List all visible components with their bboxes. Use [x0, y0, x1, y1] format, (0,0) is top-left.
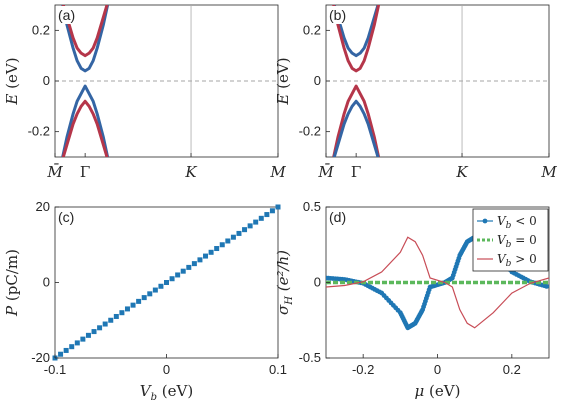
x-tick-label: Γ — [351, 163, 361, 181]
data-point — [69, 344, 75, 350]
panel-3: Vb < 0 Vb = 0 Vb > 0 -0.2 0 0.2 0.5 0 -0.5 μ (eV)… — [274, 199, 550, 400]
data-point — [236, 230, 242, 236]
data-point — [158, 283, 164, 289]
panel-label: (d) — [329, 209, 346, 225]
data-point — [253, 219, 259, 225]
data-point — [113, 313, 119, 319]
x-tick-label: M — [269, 163, 286, 181]
panel-label-bg — [327, 208, 355, 226]
data-point — [544, 283, 549, 289]
data-point — [80, 336, 86, 342]
data-point — [102, 321, 108, 327]
data-point — [169, 276, 175, 282]
data-point — [247, 223, 253, 229]
y-tick-label: 0 — [314, 275, 321, 290]
data-point — [147, 291, 153, 297]
data-point — [136, 298, 142, 304]
panel-1: M̄ Γ K M 0.2 0 -0.2 E (eV) (b) — [274, 4, 557, 181]
x-axis-label: μ (eV) — [415, 382, 461, 400]
data-point — [225, 238, 231, 244]
x-tick-label: 0 — [434, 362, 441, 377]
x-axis-label: Vb (eV) — [140, 382, 193, 403]
series-line — [326, 236, 549, 329]
panel-label: (b) — [329, 7, 346, 23]
y-tick-label: 0.2 — [303, 22, 321, 37]
panel-label-bg — [56, 6, 84, 24]
data-point — [214, 246, 220, 252]
band-line — [61, 5, 109, 58]
data-point — [85, 332, 91, 338]
data-point — [269, 208, 275, 214]
data-point — [141, 295, 147, 301]
data-point — [97, 325, 103, 331]
y-tick-label: -0.5 — [299, 350, 321, 365]
x-tick-label: M̄ — [46, 163, 63, 181]
data-point — [203, 253, 209, 259]
x-tick-label: M̄ — [317, 163, 334, 181]
band-line — [332, 84, 381, 157]
panel-label: (c) — [58, 209, 74, 225]
panel-label-bg — [56, 208, 84, 226]
y-tick-label: -20 — [31, 350, 50, 365]
x-tick-label: M — [540, 163, 557, 181]
data-point — [230, 234, 236, 240]
data-point — [119, 310, 125, 316]
data-point — [180, 268, 186, 274]
panel-label-bg — [327, 6, 355, 24]
y-axis-label: P (pC/m) — [3, 249, 21, 317]
data-point — [264, 212, 270, 218]
y-tick-label: 0.2 — [32, 22, 50, 37]
x-tick-label: -0.1 — [44, 362, 66, 377]
data-point — [208, 249, 214, 255]
y-tick-label: 0 — [43, 275, 50, 290]
y-tick-label: 0 — [43, 73, 50, 88]
x-tick-label: -0.2 — [352, 362, 374, 377]
data-point — [258, 215, 264, 221]
y-axis-label: E (eV) — [3, 57, 21, 105]
x-tick-label: K — [455, 163, 468, 181]
x-tick-label: 0.2 — [503, 362, 521, 377]
data-point — [58, 351, 64, 357]
data-point — [275, 204, 281, 210]
x-tick-label: 0.1 — [269, 362, 287, 377]
y-tick-label: 0 — [314, 73, 321, 88]
data-point — [164, 280, 169, 285]
panel-0: M̄ Γ K M 0.2 0 -0.2 E (eV) (a) — [3, 4, 286, 181]
data-point — [108, 317, 114, 323]
data-point — [242, 227, 248, 233]
data-point — [186, 264, 192, 270]
y-tick-label: 20 — [36, 199, 50, 214]
data-point — [197, 257, 203, 263]
data-point — [130, 302, 136, 308]
legend-label: Vb < 0 — [497, 214, 537, 231]
legend-marker — [482, 218, 488, 224]
band-line — [332, 5, 380, 58]
band-line — [332, 99, 380, 157]
x-tick-label: 0 — [163, 362, 170, 377]
x-tick-label: K — [184, 163, 197, 181]
data-point — [191, 261, 197, 267]
data-point — [74, 340, 80, 346]
y-axis-label: E (eV) — [274, 57, 292, 105]
band-line — [61, 84, 110, 157]
y-tick-label: -0.2 — [299, 124, 321, 139]
y-tick-label: 0.5 — [303, 199, 321, 214]
panel-2: -0.1 0 0.1 20 0 -20 Vb (eV) P (pC/m) (c) — [3, 199, 287, 403]
x-tick-label: Γ — [80, 163, 90, 181]
data-point — [152, 287, 158, 293]
data-point — [175, 272, 181, 278]
panel-label: (a) — [58, 7, 75, 23]
data-point — [63, 347, 69, 353]
data-point — [219, 242, 225, 248]
band-line — [61, 99, 109, 157]
data-point — [91, 329, 97, 335]
data-point — [124, 306, 130, 312]
band-line — [332, 5, 381, 73]
y-axis-label: σH (e²/h) — [274, 250, 295, 315]
band-line — [61, 5, 110, 73]
y-tick-label: -0.2 — [28, 124, 50, 139]
legend-label: Vb > 0 — [497, 252, 537, 269]
legend-label: Vb = 0 — [497, 233, 537, 250]
